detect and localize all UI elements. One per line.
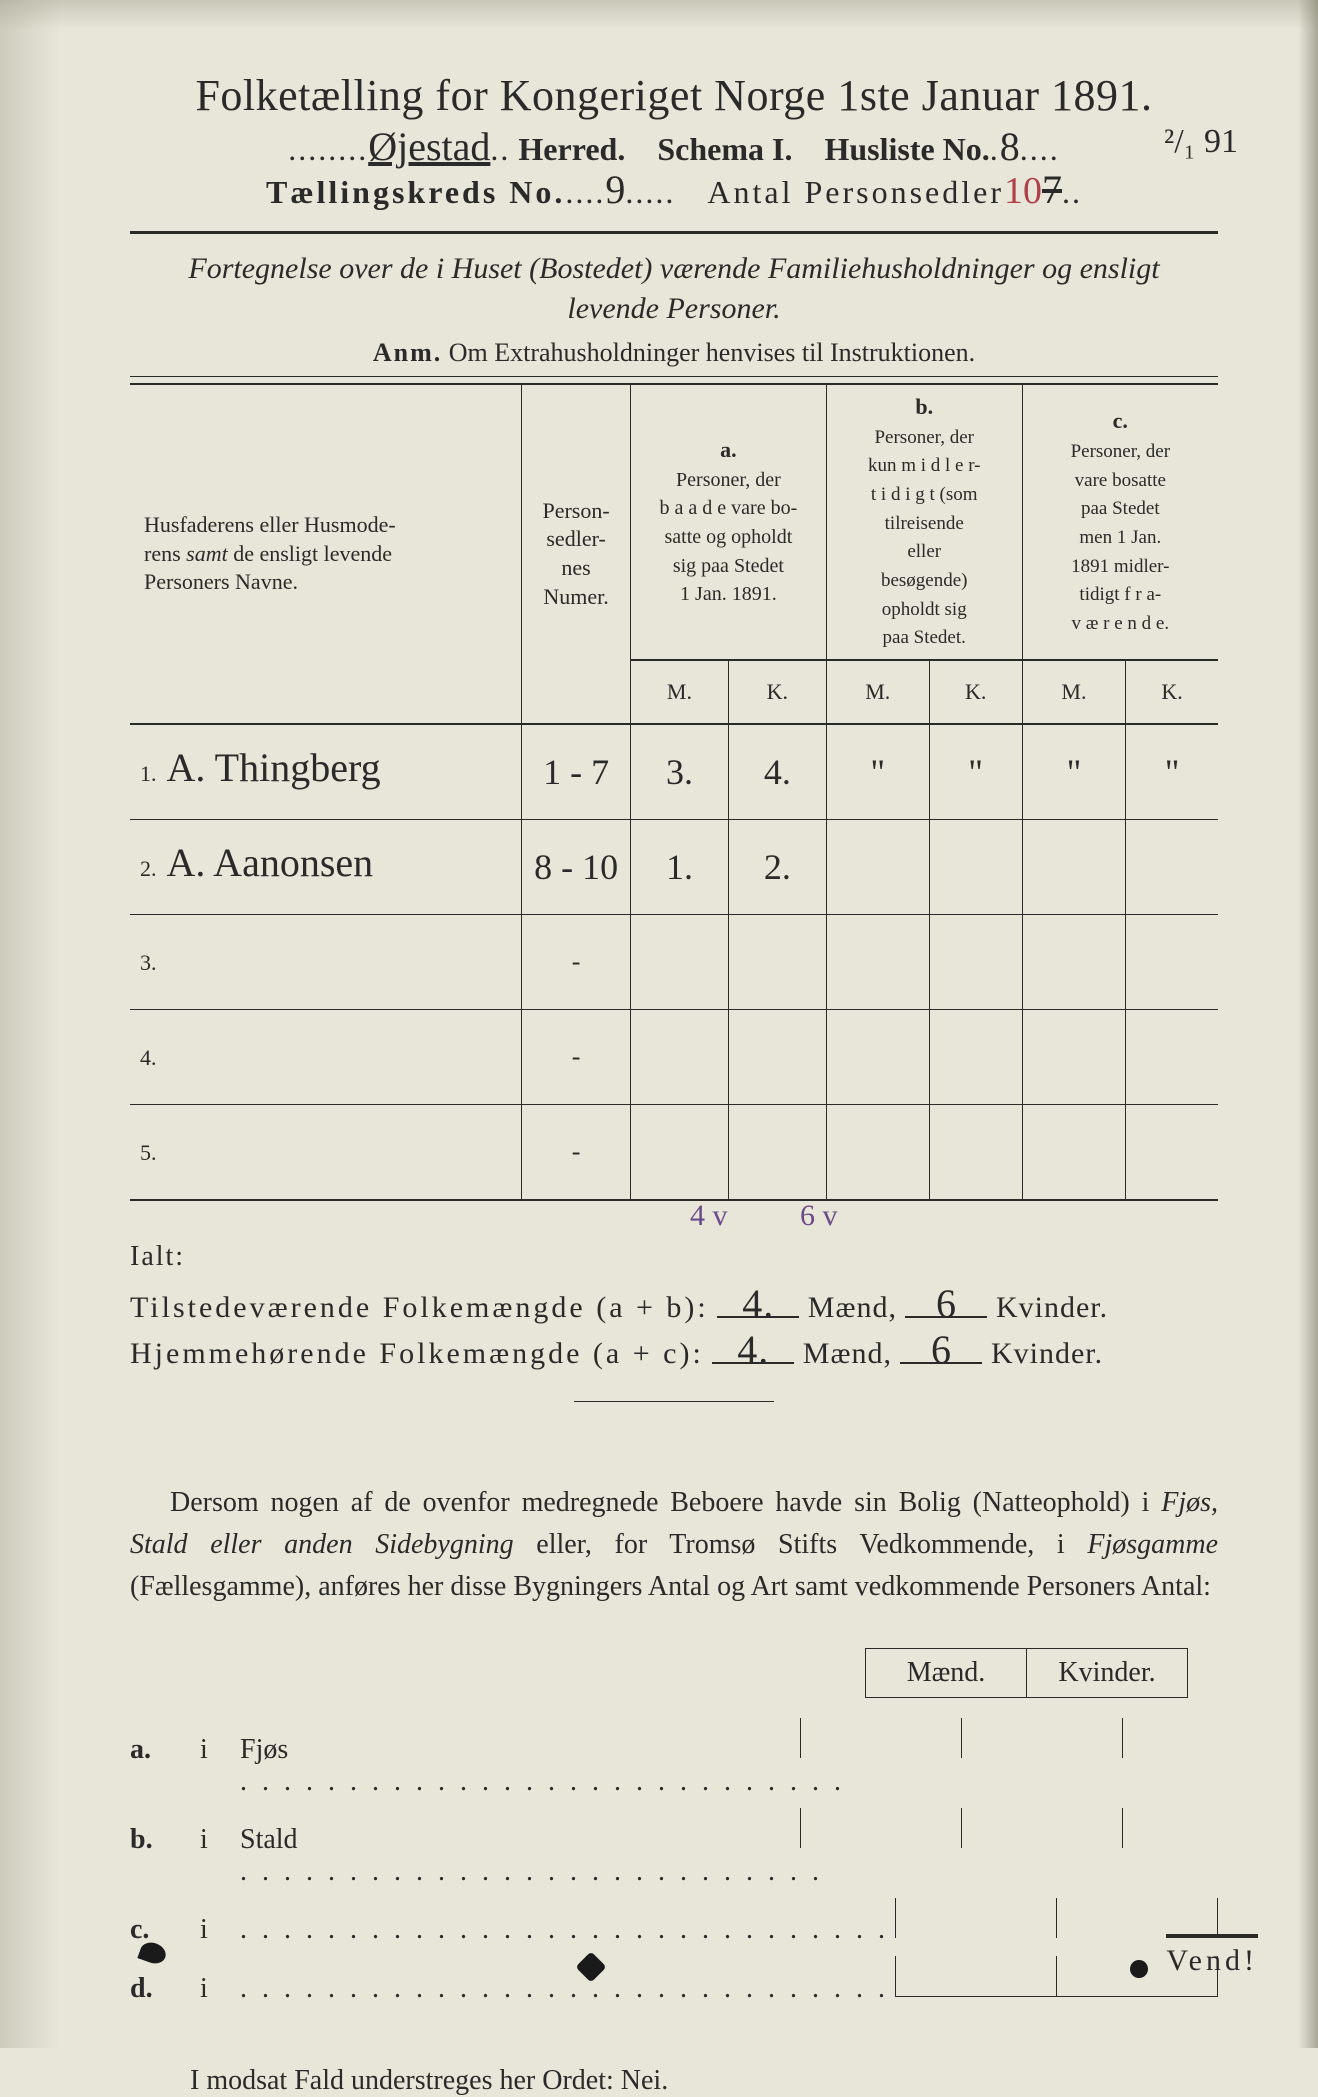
annot-over-m: 4 v bbox=[690, 1207, 728, 1225]
totals-line-2: Hjemmehørende Folkemængde (a + c): 4. Mæ… bbox=[130, 1337, 1218, 1371]
table-row: 1.A. Thingberg 1 - 7 3. 4. " " " " bbox=[130, 724, 1218, 820]
table-row: 5. - bbox=[130, 1105, 1218, 1201]
row-numer: 1 - 7 bbox=[522, 724, 631, 820]
col-b-m: M. bbox=[826, 660, 929, 724]
ialt-label: Ialt: bbox=[130, 1241, 1218, 1273]
bottom-row: b. i Stald . . . . . . . . . . . . . . .… bbox=[130, 1808, 1218, 1888]
annot-over-k: 6 v bbox=[800, 1207, 838, 1225]
col-c-k: K. bbox=[1126, 660, 1218, 724]
col-name-header: Husfaderens eller Husmode-rens samt de e… bbox=[130, 384, 522, 724]
row-a-k: 4. bbox=[728, 724, 826, 820]
antal-struck: 7 bbox=[1042, 178, 1062, 202]
vend-label: Vend! bbox=[1166, 1934, 1258, 1978]
bottom-row: d. i . . . . . . . . . . . . . . . . . .… bbox=[130, 1956, 1218, 2005]
row-name: 1.A. Thingberg bbox=[130, 724, 522, 820]
antal-value: 10 bbox=[1004, 180, 1042, 203]
kreds-label: Tællingskreds No. bbox=[266, 174, 565, 210]
anm-note: Anm. Om Extrahusholdninger henvises til … bbox=[130, 338, 1218, 368]
col-b-k: K. bbox=[929, 660, 1022, 724]
table-header-row: Husfaderens eller Husmode-rens samt de e… bbox=[130, 384, 1218, 660]
shadow-top bbox=[0, 0, 1318, 30]
main-table: Husfaderens eller Husmode-rens samt de e… bbox=[130, 383, 1218, 1201]
header-line-2: ........Øjestad.. Herred. Schema I. Husl… bbox=[130, 131, 1218, 168]
col-a-text: Personer, derb a a d e vare bo-satte og … bbox=[660, 469, 798, 605]
line2-k: 6 bbox=[900, 1338, 982, 1364]
totals-block: 4 v 6 v Ialt: Tilstedeværende Folkemængd… bbox=[130, 1241, 1218, 1371]
bottom-head-maend: Mænd. bbox=[865, 1648, 1026, 1698]
herred-label: Herred. bbox=[518, 131, 625, 167]
col-numer-header: Person-sedler-nesNumer. bbox=[522, 384, 631, 724]
row-b-k: " bbox=[929, 724, 1022, 820]
bottom-rows: a. i Fjøs . . . . . . . . . . . . . . . … bbox=[130, 1648, 1218, 2005]
shadow-left bbox=[0, 0, 60, 2048]
schema-label: Schema I. bbox=[657, 131, 792, 167]
bottom-section: Mænd. Kvinder. a. i Fjøs . . . . . . . .… bbox=[130, 1648, 1218, 2005]
col-a-k: K. bbox=[728, 660, 826, 724]
row-c-m: " bbox=[1022, 724, 1126, 820]
col-a-header: a. Personer, derb a a d e vare bo-satte … bbox=[630, 384, 826, 660]
divider-1 bbox=[130, 231, 1218, 234]
col-c-m: M. bbox=[1022, 660, 1126, 724]
kreds-value: 9 bbox=[605, 178, 625, 202]
bottom-table-head: Mænd. Kvinder. bbox=[865, 1648, 1188, 1698]
census-form-page: Folketælling for Kongeriget Norge 1ste J… bbox=[0, 0, 1318, 2048]
divider-3 bbox=[574, 1401, 774, 1402]
bottom-row: c. i . . . . . . . . . . . . . . . . . .… bbox=[130, 1898, 1218, 1946]
subtitle-2: levende Personer. bbox=[130, 292, 1218, 326]
date-annotation: ²/₁ 91 bbox=[1164, 123, 1238, 161]
row-b-m: " bbox=[826, 724, 929, 820]
row-a-m: 3. bbox=[630, 724, 728, 820]
header-line-3: Tællingskreds No.....9..... Antal Person… bbox=[130, 174, 1218, 211]
husliste-value: 8 bbox=[1000, 135, 1020, 159]
table-row: 3. - bbox=[130, 915, 1218, 1010]
col-c-text: Personer, dervare bosattepaa Stedetmen 1… bbox=[1071, 441, 1170, 634]
herred-value: Øjestad bbox=[368, 135, 490, 159]
dots-left: ........ bbox=[288, 131, 368, 167]
divider-2 bbox=[130, 376, 1218, 377]
line1-m: 4. bbox=[717, 1292, 799, 1318]
col-a-m: M. bbox=[630, 660, 728, 724]
col-b-text: Personer, derkun m i d l e r-t i d i g t… bbox=[868, 427, 981, 649]
col-c-header: c. Personer, dervare bosattepaa Stedetme… bbox=[1022, 384, 1218, 660]
antal-label: Antal Personsedler bbox=[707, 174, 1004, 210]
bottom-head-kvinder: Kvinder. bbox=[1026, 1648, 1188, 1698]
col-b-header: b. Personer, derkun m i d l e r-t i d i … bbox=[826, 384, 1022, 660]
instruction-paragraph: Dersom nogen af de ovenfor medregnede Be… bbox=[130, 1482, 1218, 1608]
modsat-line: I modsat Fald understreges her Ordet: Ne… bbox=[130, 2065, 1218, 2097]
table-row: 4. - bbox=[130, 1010, 1218, 1105]
line2-m: 4. bbox=[712, 1338, 794, 1364]
main-title: Folketælling for Kongeriget Norge 1ste J… bbox=[130, 70, 1218, 121]
line1-k: 6 bbox=[905, 1292, 987, 1318]
table-row: 2.A. Aanonsen 8 - 10 1. 2. bbox=[130, 820, 1218, 915]
bottom-row: a. i Fjøs . . . . . . . . . . . . . . . … bbox=[130, 1718, 1218, 1798]
subtitle-1: Fortegnelse over de i Huset (Bostedet) v… bbox=[130, 252, 1218, 286]
shadow-right bbox=[1298, 0, 1318, 2048]
totals-line-1: Tilstedeværende Folkemængde (a + b): 4. … bbox=[130, 1291, 1218, 1325]
row-c-k: " bbox=[1126, 724, 1218, 820]
anm-text: Om Extrahusholdninger henvises til Instr… bbox=[449, 338, 975, 367]
husliste-label: Husliste No. bbox=[824, 131, 989, 167]
